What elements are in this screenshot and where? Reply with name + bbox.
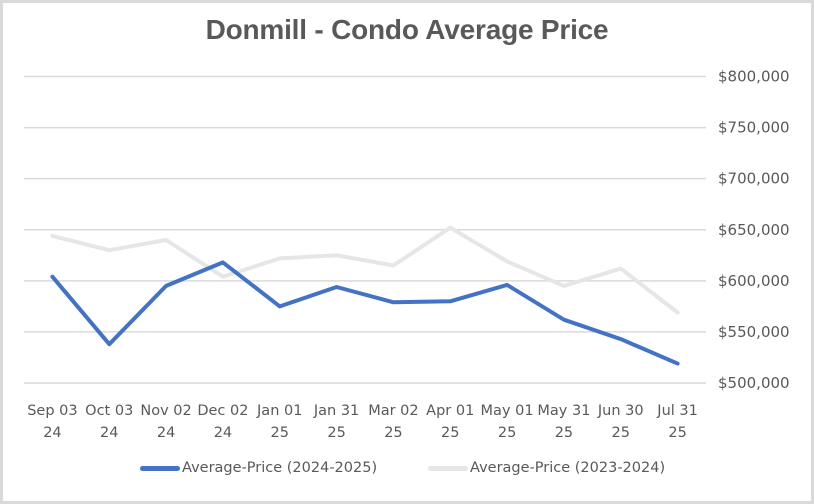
legend: Average-Price (2024-2025) Average-Price … (0, 460, 814, 482)
series-line-2023-2024 (50, 225, 680, 315)
y-tick-label: $700,000 (718, 170, 790, 188)
x-tick-label: Apr 01 25 (426, 403, 474, 441)
chart-title: Donmill - Condo Average Price (205, 14, 609, 45)
legend-item-2024-2025: Average-Price (2024-2025) (140, 460, 377, 476)
x-tick-label: Oct 03 24 (85, 403, 133, 441)
x-tick-label: Jan 31 25 (313, 403, 359, 441)
x-tick-label: May 01 25 (481, 403, 534, 441)
y-tick-label: $550,000 (718, 323, 790, 341)
x-tick-label: Jan 01 25 (256, 403, 302, 441)
series-lines (50, 225, 680, 366)
x-tick-label: May 31 25 (537, 403, 590, 441)
x-tick-label: Dec 02 24 (197, 403, 248, 441)
legend-swatch-2024-2025 (140, 465, 180, 471)
y-tick-label: $650,000 (718, 221, 790, 239)
legend-swatch-2023-2024 (428, 465, 468, 471)
x-tick-label: Jul 31 25 (656, 403, 698, 441)
legend-item-2023-2024: Average-Price (2023-2024) (428, 460, 665, 476)
x-tick-label: Sep 03 24 (27, 403, 77, 441)
x-tick-label: Jun 30 25 (597, 403, 644, 441)
y-tick-label: $750,000 (718, 119, 790, 137)
y-axis-ticks: $500,000 $550,000 $600,000 $650,000 $700,000… (718, 68, 790, 393)
x-tick-label: Mar 02 25 (368, 403, 418, 441)
legend-label-2023-2024: Average-Price (2023-2024) (470, 460, 666, 476)
gridlines (24, 75, 706, 384)
y-tick-label: $800,000 (718, 68, 790, 86)
legend-label-2024-2025: Average-Price (2024-2025) (182, 460, 378, 476)
y-tick-label: $500,000 (718, 374, 790, 392)
y-tick-label: $600,000 (718, 272, 790, 290)
x-tick-label: Nov 02 24 (140, 403, 191, 441)
series-line-2024-2025 (50, 260, 680, 366)
